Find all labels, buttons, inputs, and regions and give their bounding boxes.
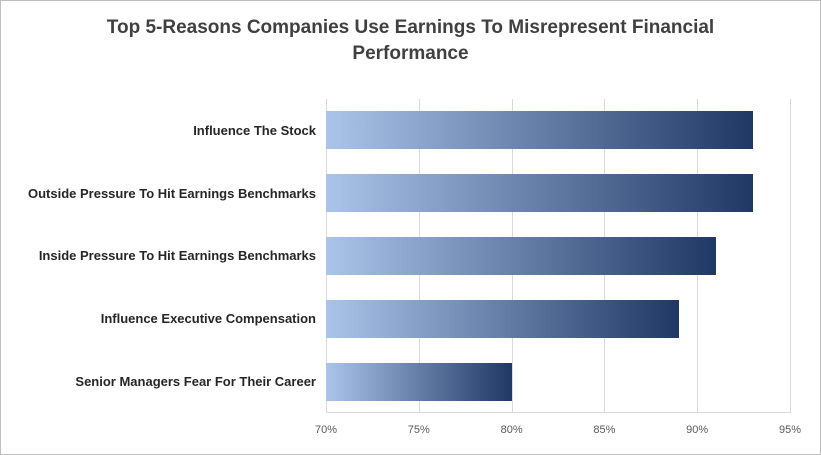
gridline [790, 99, 791, 413]
bar [326, 236, 716, 275]
bar-row: Influence The Stock [11, 99, 790, 162]
x-tick-label: 75% [407, 424, 430, 436]
x-tick-label: 95% [778, 424, 802, 436]
category-label: Outside Pressure To Hit Earnings Benchma… [27, 185, 316, 201]
bar-track [326, 350, 790, 413]
x-tick-label: 85% [593, 424, 616, 436]
bar [326, 111, 753, 150]
x-tick-label: 70% [314, 424, 338, 436]
x-tick-label: 90% [686, 424, 709, 436]
plot-area: Influence The Stock Outside Pressure To H… [11, 97, 801, 454]
bar [326, 362, 512, 401]
x-tick-label: 80% [500, 424, 523, 436]
bar-track [326, 162, 790, 225]
bar [326, 299, 679, 338]
category-label: Influence Executive Compensation [100, 311, 316, 327]
bar [326, 174, 753, 213]
chart-title: Top 5-Reasons Companies Use Earnings To … [106, 17, 715, 65]
bar-track [326, 287, 790, 350]
bar-row: Inside Pressure To Hit Earnings Benchmar… [11, 225, 790, 288]
category-label: Influence The Stock [193, 122, 316, 138]
bar-rows: Influence The Stock Outside Pressure To H… [11, 99, 790, 413]
bar-row: Outside Pressure To Hit Earnings Benchma… [11, 162, 790, 225]
bar-track [326, 225, 790, 288]
bar-row: Influence Executive Compensation [11, 287, 790, 350]
category-label: Senior Managers Fear For Their Career [75, 374, 316, 390]
category-label: Inside Pressure To Hit Earnings Benchmar… [38, 248, 316, 264]
x-axis: 70% 75% 80% 85% 90% 95% [315, 424, 801, 438]
bar-track [326, 99, 790, 162]
bar-row: Senior Managers Fear For Their Career [11, 350, 790, 413]
